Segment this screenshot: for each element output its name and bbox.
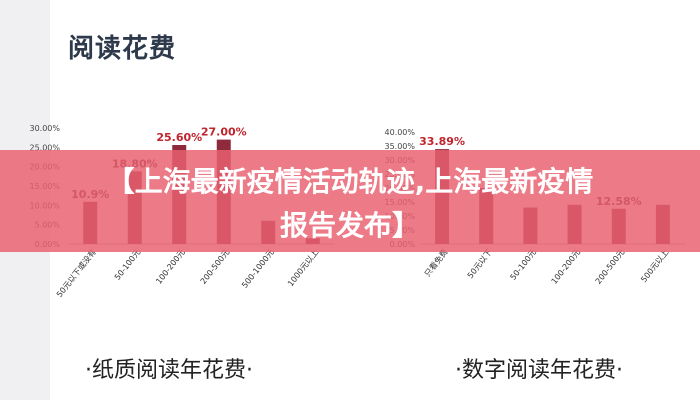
category-label: 1000元以上 [286,248,320,288]
headline-banner [0,150,700,252]
category-label: 50元以下或没有 [54,247,98,299]
category-label: 50-100元 [509,248,538,282]
category-label: 50元以下 [466,248,494,280]
y-tick-label: 35.00% [384,142,415,151]
banner-headline-line2: 报告发布】 [279,209,420,242]
category-label: 50-100元 [113,248,142,282]
category-label: 200-500元 [594,248,627,286]
data-label: 33.89% [419,135,465,148]
category-label: 100-200元 [550,248,583,286]
category-label: 500-1000元 [240,248,276,290]
data-label: 25.60% [156,131,202,144]
y-tick-label: 30.00% [29,124,60,133]
page-title: 阅读花费 [68,34,177,64]
banner-headline-line1: 【上海最新疫情活动轨迹,上海最新疫情 [106,165,594,198]
category-label: 100-200元 [154,248,187,286]
y-tick-label: 25.00% [29,143,60,152]
chart-title-digital: ·数字阅读年花费· [455,358,623,383]
y-tick-label: 40.00% [384,128,415,137]
category-label: 500元以上 [639,248,670,284]
chart-title-paper: ·纸质阅读年花费· [85,358,253,383]
category-label: 200-500元 [199,248,232,286]
data-label: 27.00% [201,126,247,139]
